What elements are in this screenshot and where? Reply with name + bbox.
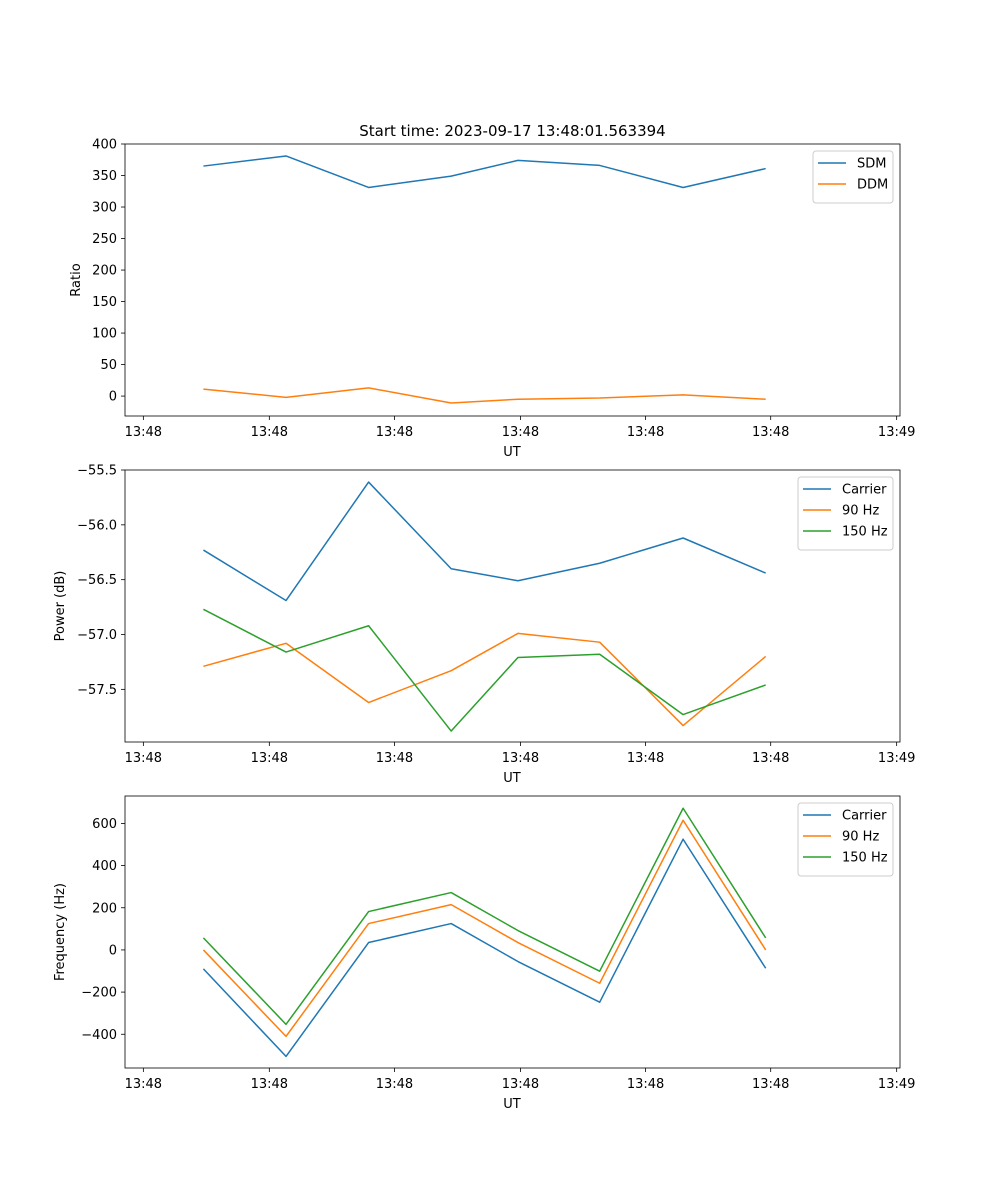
y-tick-label: 200 <box>92 901 117 916</box>
x-tick-label: 13:49 <box>878 1077 915 1092</box>
legend-label: 90 Hz <box>842 830 879 845</box>
x-tick-label: 13:48 <box>752 1077 789 1092</box>
x-tick-label: 13:49 <box>878 425 915 440</box>
legend: SDM DDM <box>812 150 894 204</box>
x-tick-label: 13:48 <box>752 751 789 766</box>
series-line-ddm <box>203 387 766 404</box>
y-tick-label: 150 <box>92 295 117 310</box>
legend-box <box>812 150 894 204</box>
y-axis-label: Power (dB) <box>53 571 68 642</box>
y-tick-label: 400 <box>92 859 117 874</box>
x-axis-label: UT <box>503 1097 521 1112</box>
x-tick-label: 13:48 <box>125 425 162 440</box>
series-line-carrier <box>202 838 767 1058</box>
chart-panel-1: 13:48 13:48 13:48 13:48 13:48 13:48 13:49 400 35… <box>69 138 915 461</box>
figure-title: Start time: 2023-09-17 13:48:01.563394 <box>359 122 665 140</box>
x-tick-label: 13:48 <box>376 425 413 440</box>
axes-frame <box>124 143 901 417</box>
series-line-90-hz <box>202 819 767 1038</box>
series-line-carrier <box>203 481 766 602</box>
y-tick-label: 600 <box>92 817 117 832</box>
axes-frame <box>124 469 901 743</box>
legend: Carrier 90 Hz 150 Hz <box>797 476 894 551</box>
x-tick-label: 13:48 <box>376 751 413 766</box>
x-tick-label: 13:48 <box>251 425 288 440</box>
x-tick-label: 13:48 <box>627 751 664 766</box>
legend-label: 90 Hz <box>842 504 879 519</box>
x-tick-label: 13:48 <box>125 1077 162 1092</box>
y-tick-label: −57.5 <box>77 683 117 698</box>
y-tick-label: −400 <box>81 1028 117 1043</box>
axes-frame <box>124 795 901 1069</box>
x-tick-label: 13:48 <box>502 1077 539 1092</box>
series-line-150-hz <box>202 807 767 1026</box>
x-tick-label: 13:48 <box>251 751 288 766</box>
y-tick-label: 250 <box>92 232 117 247</box>
y-tick-label: 100 <box>92 327 117 342</box>
y-axis-label: Ratio <box>69 263 84 296</box>
x-tick-label: 13:48 <box>502 425 539 440</box>
y-tick-label: −56.0 <box>77 518 117 533</box>
y-tick-label: 300 <box>92 201 117 216</box>
legend-label: DDM <box>857 178 888 193</box>
legend-label: 150 Hz <box>842 851 888 866</box>
x-tick-label: 13:48 <box>627 1077 664 1092</box>
legend-label: Carrier <box>842 809 887 824</box>
x-tick-label: 13:48 <box>376 1077 413 1092</box>
series-line-150-hz <box>203 608 766 732</box>
chart-panel-2: 13:48 13:48 13:48 13:48 13:48 13:48 13:49 −55.5… <box>53 464 915 787</box>
y-tick-label: −57.0 <box>77 628 117 643</box>
x-tick-label: 13:48 <box>502 751 539 766</box>
x-axis-label: UT <box>503 771 521 786</box>
x-tick-label: 13:49 <box>878 751 915 766</box>
y-tick-label: 0 <box>109 943 117 958</box>
legend-label: 150 Hz <box>842 525 888 540</box>
legend: Carrier 90 Hz 150 Hz <box>797 802 894 877</box>
y-tick-label: −200 <box>81 986 117 1001</box>
x-tick-label: 13:48 <box>125 751 162 766</box>
y-tick-label: −55.5 <box>77 464 117 479</box>
y-tick-label: 50 <box>100 358 117 373</box>
y-tick-label: 400 <box>92 138 117 153</box>
x-axis-label: UT <box>503 445 521 460</box>
y-tick-label: −56.5 <box>77 573 117 588</box>
series-line-sdm <box>203 155 766 189</box>
legend-label: SDM <box>857 157 886 172</box>
x-tick-label: 13:48 <box>752 425 789 440</box>
y-tick-label: 0 <box>109 390 117 405</box>
x-tick-label: 13:48 <box>627 425 664 440</box>
charts-container: 13:48 13:48 13:48 13:48 13:48 13:48 13:49 400 35… <box>53 138 915 1113</box>
y-tick-label: 350 <box>92 169 117 184</box>
legend-label: Carrier <box>842 483 887 498</box>
chart-panel-3: 13:48 13:48 13:48 13:48 13:48 13:48 13:49 600 40… <box>53 795 915 1112</box>
series-line-90-hz <box>203 632 767 727</box>
x-tick-label: 13:48 <box>251 1077 288 1092</box>
y-axis-label: Frequency (Hz) <box>53 883 68 981</box>
y-tick-label: 200 <box>92 264 117 279</box>
